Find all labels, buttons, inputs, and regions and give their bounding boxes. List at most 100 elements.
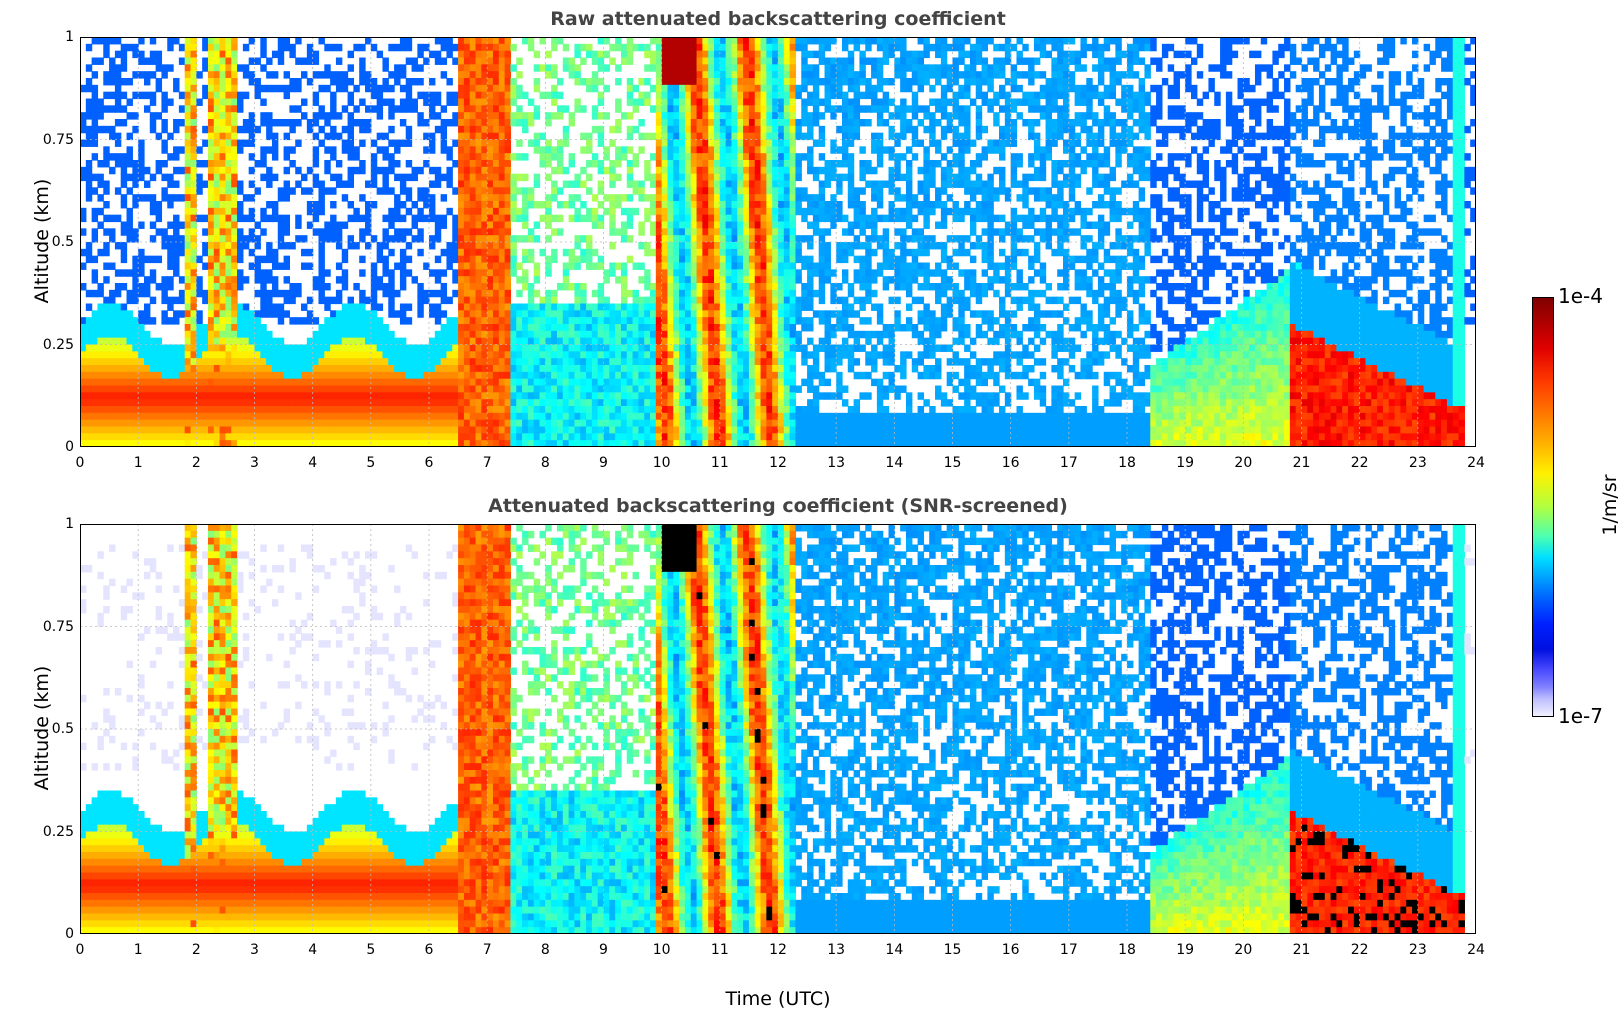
heatmap-cell bbox=[103, 71, 110, 79]
heatmap-cell bbox=[562, 392, 570, 400]
heatmap-cell bbox=[376, 330, 384, 339]
heatmap-cell bbox=[440, 173, 448, 182]
heatmap-cell bbox=[417, 433, 424, 441]
heatmap-cell bbox=[725, 440, 733, 447]
heatmap-cell bbox=[620, 310, 628, 318]
heatmap-cell bbox=[463, 119, 471, 127]
heatmap-cell bbox=[737, 406, 744, 414]
heatmap-cell bbox=[138, 399, 145, 407]
heatmap-cell bbox=[679, 214, 686, 223]
heatmap-cell bbox=[475, 91, 482, 100]
heatmap-cell bbox=[737, 276, 744, 284]
heatmap-cell bbox=[533, 269, 541, 277]
heatmap-cell bbox=[365, 419, 372, 428]
heatmap-cell bbox=[382, 166, 389, 175]
heatmap-cell bbox=[207, 385, 215, 393]
heatmap-cell bbox=[190, 399, 197, 407]
heatmap-cell bbox=[708, 337, 715, 346]
heatmap-cell bbox=[533, 262, 541, 270]
heatmap-cell bbox=[388, 84, 395, 93]
heatmap-cell bbox=[190, 84, 197, 93]
heatmap-cell bbox=[277, 392, 285, 400]
heatmap-cell bbox=[702, 139, 709, 147]
heatmap-cell bbox=[132, 399, 139, 407]
heatmap-cell bbox=[155, 283, 163, 291]
heatmap-cell bbox=[207, 262, 215, 270]
heatmap-cell bbox=[580, 440, 587, 447]
heatmap-cell bbox=[155, 351, 163, 359]
heatmap-cell bbox=[248, 180, 256, 188]
heatmap-cell bbox=[527, 187, 535, 195]
heatmap-cell bbox=[353, 153, 360, 161]
heatmap-cell bbox=[196, 160, 203, 168]
heatmap-cell bbox=[580, 385, 587, 393]
heatmap-cell bbox=[254, 262, 261, 270]
heatmap-cell bbox=[487, 235, 494, 243]
heatmap-cell bbox=[178, 235, 186, 243]
heatmap-cell bbox=[97, 207, 104, 216]
heatmap-cell bbox=[149, 406, 157, 414]
heatmap-cell bbox=[138, 139, 145, 147]
heatmap-cell bbox=[138, 71, 145, 79]
heatmap-cell bbox=[80, 358, 87, 366]
heatmap-cell bbox=[225, 371, 232, 380]
heatmap-cell bbox=[120, 64, 128, 72]
heatmap-cell bbox=[202, 91, 209, 100]
heatmap-cell bbox=[446, 153, 453, 161]
heatmap-cell bbox=[690, 214, 698, 223]
heatmap-cell bbox=[603, 351, 610, 359]
heatmap-cell bbox=[347, 98, 354, 106]
heatmap-cell bbox=[539, 440, 546, 447]
heatmap-cell bbox=[667, 228, 674, 236]
heatmap-cell bbox=[411, 105, 418, 113]
heatmap-cell bbox=[661, 194, 669, 202]
heatmap-cell bbox=[359, 426, 366, 434]
heatmap-cell bbox=[650, 324, 657, 332]
heatmap-cell bbox=[370, 166, 378, 175]
heatmap-cell bbox=[597, 283, 605, 291]
heatmap-cell bbox=[271, 419, 279, 428]
heatmap-cell bbox=[719, 194, 727, 202]
heatmap-cell bbox=[213, 262, 221, 270]
heatmap-cell bbox=[667, 392, 674, 400]
heatmap-cell bbox=[167, 37, 174, 45]
heatmap-cell bbox=[196, 406, 203, 414]
heatmap-cell bbox=[97, 344, 104, 352]
heatmap-cell bbox=[335, 221, 343, 229]
heatmap-cell bbox=[207, 283, 215, 291]
heatmap-cell bbox=[190, 214, 197, 223]
heatmap-cell bbox=[597, 187, 605, 195]
heatmap-cell bbox=[737, 337, 744, 346]
heatmap-cell bbox=[434, 378, 442, 387]
heatmap-cell bbox=[417, 64, 424, 72]
heatmap-cell bbox=[143, 255, 151, 264]
heatmap-cell bbox=[644, 248, 651, 257]
heatmap-cell bbox=[504, 276, 512, 284]
heatmap-cell bbox=[196, 71, 203, 79]
heatmap-cell bbox=[237, 365, 244, 373]
heatmap-cell bbox=[679, 399, 686, 407]
heatmap-cell bbox=[394, 201, 401, 209]
heatmap-cell bbox=[556, 324, 564, 332]
heatmap-cell bbox=[155, 57, 163, 65]
heatmap-cell bbox=[469, 91, 477, 100]
heatmap-cell bbox=[149, 426, 157, 434]
heatmap-cell bbox=[126, 440, 133, 447]
heatmap-cell bbox=[417, 112, 424, 120]
heatmap-cell bbox=[324, 426, 331, 434]
heatmap-cell bbox=[347, 303, 354, 311]
heatmap-cell bbox=[574, 71, 581, 79]
heatmap-cell bbox=[702, 160, 709, 168]
heatmap-cell bbox=[91, 255, 99, 264]
heatmap-cell bbox=[498, 146, 506, 154]
heatmap-cell bbox=[586, 139, 593, 147]
heatmap-cell bbox=[684, 125, 692, 134]
heatmap-cell bbox=[522, 283, 529, 291]
heatmap-cell bbox=[306, 78, 314, 86]
heatmap-cell bbox=[458, 255, 465, 264]
heatmap-cell bbox=[568, 283, 576, 291]
heatmap-cell bbox=[522, 392, 529, 400]
heatmap-cell bbox=[190, 146, 197, 154]
heatmap-cell bbox=[184, 201, 192, 209]
heatmap-cell bbox=[673, 399, 680, 407]
